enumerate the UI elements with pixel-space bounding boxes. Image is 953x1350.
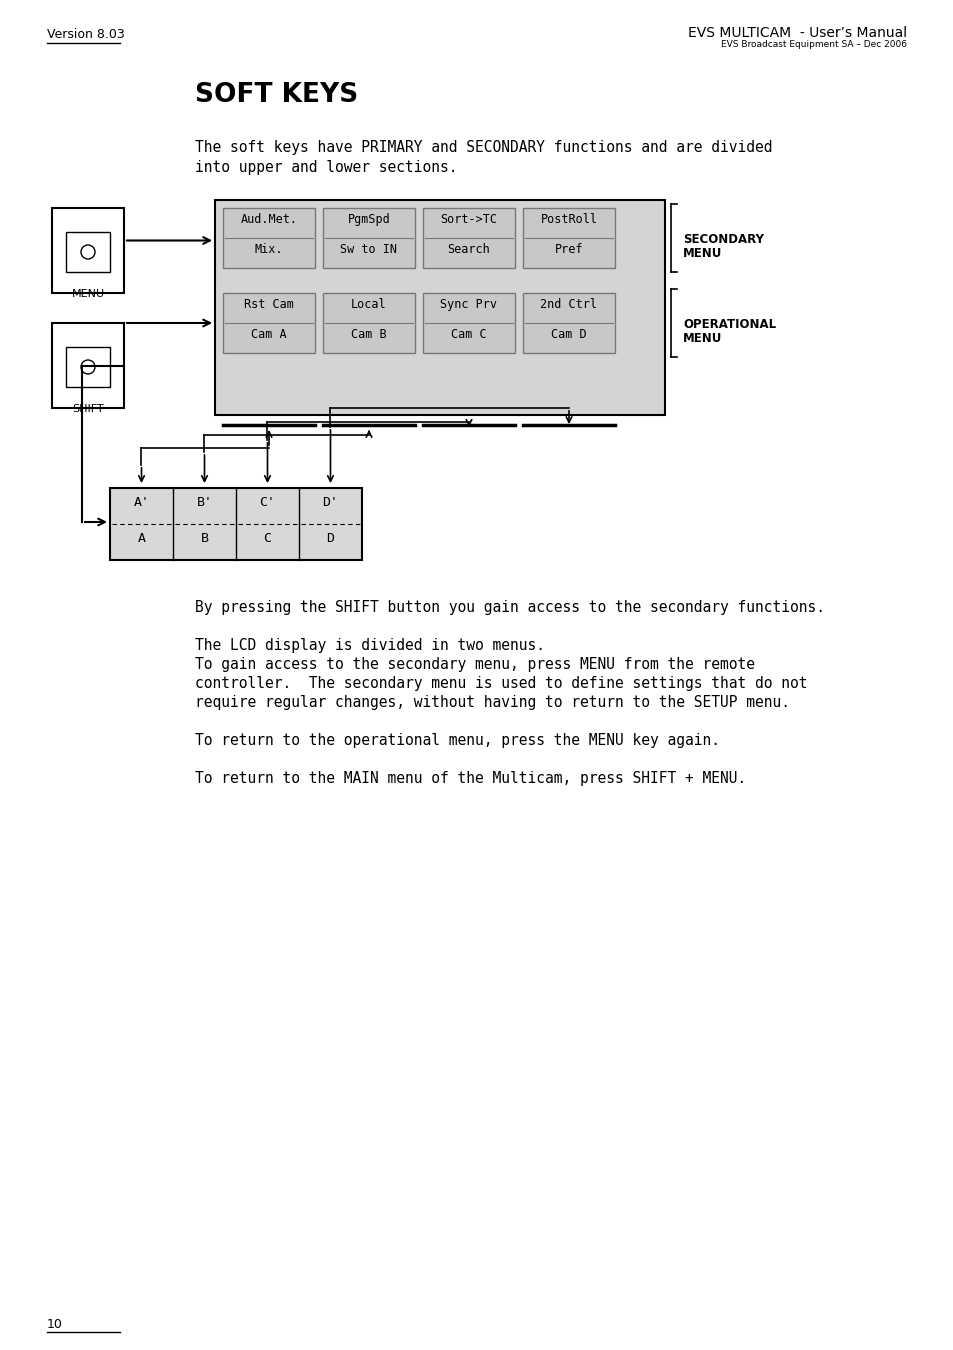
Bar xyxy=(522,293,615,352)
Text: Version 8.03: Version 8.03 xyxy=(47,28,125,40)
Bar xyxy=(422,208,515,269)
Bar xyxy=(66,232,110,271)
Text: The soft keys have PRIMARY and SECONDARY functions and are divided: The soft keys have PRIMARY and SECONDARY… xyxy=(194,140,772,155)
Text: D: D xyxy=(326,532,335,545)
Text: EVS Broadcast Equipment SA – Dec 2006: EVS Broadcast Equipment SA – Dec 2006 xyxy=(720,40,906,49)
Bar xyxy=(323,208,415,269)
Text: Aud.Met.: Aud.Met. xyxy=(240,213,297,225)
Text: Mix.: Mix. xyxy=(254,243,283,256)
Text: The LCD display is divided in two menus.: The LCD display is divided in two menus. xyxy=(194,639,544,653)
Text: A': A' xyxy=(133,495,150,509)
Bar xyxy=(522,208,615,269)
Text: Cam A: Cam A xyxy=(251,328,287,342)
Text: MENU: MENU xyxy=(682,332,721,346)
Text: To return to the MAIN menu of the Multicam, press SHIFT + MENU.: To return to the MAIN menu of the Multic… xyxy=(194,771,745,786)
Text: C': C' xyxy=(259,495,275,509)
Text: Rst Cam: Rst Cam xyxy=(244,298,294,311)
Text: require regular changes, without having to return to the SETUP menu.: require regular changes, without having … xyxy=(194,695,789,710)
Text: Search: Search xyxy=(447,243,490,256)
Text: SECONDARY: SECONDARY xyxy=(682,234,763,246)
Text: Cam D: Cam D xyxy=(551,328,586,342)
Text: Sync Prv: Sync Prv xyxy=(440,298,497,311)
Text: Cam C: Cam C xyxy=(451,328,486,342)
Text: D': D' xyxy=(322,495,338,509)
Bar xyxy=(52,208,124,293)
Text: By pressing the SHIFT button you gain access to the secondary functions.: By pressing the SHIFT button you gain ac… xyxy=(194,599,824,616)
Text: C: C xyxy=(263,532,272,545)
Text: MENU: MENU xyxy=(71,289,105,298)
Text: OPERATIONAL: OPERATIONAL xyxy=(682,319,776,331)
Bar xyxy=(214,200,664,414)
Text: PostRoll: PostRoll xyxy=(540,213,597,225)
Text: Sw to IN: Sw to IN xyxy=(340,243,397,256)
Text: into upper and lower sections.: into upper and lower sections. xyxy=(194,161,457,176)
Text: 2nd Ctrl: 2nd Ctrl xyxy=(540,298,597,311)
Bar xyxy=(223,293,314,352)
Bar xyxy=(223,208,314,269)
Text: EVS MULTICAM  - User’s Manual: EVS MULTICAM - User’s Manual xyxy=(687,26,906,40)
Text: Local: Local xyxy=(351,298,386,311)
Text: Pref: Pref xyxy=(554,243,582,256)
Text: To return to the operational menu, press the MENU key again.: To return to the operational menu, press… xyxy=(194,733,720,748)
Text: To gain access to the secondary menu, press MENU from the remote: To gain access to the secondary menu, pr… xyxy=(194,657,754,672)
Bar xyxy=(52,323,124,408)
Text: A: A xyxy=(137,532,146,545)
Bar xyxy=(422,293,515,352)
Bar xyxy=(110,487,361,560)
Text: MENU: MENU xyxy=(682,247,721,261)
Bar xyxy=(323,293,415,352)
Text: controller.  The secondary menu is used to define settings that do not: controller. The secondary menu is used t… xyxy=(194,676,806,691)
Text: B': B' xyxy=(196,495,213,509)
Text: SOFT KEYS: SOFT KEYS xyxy=(194,82,358,108)
Text: B: B xyxy=(200,532,209,545)
Text: PgmSpd: PgmSpd xyxy=(347,213,390,225)
Bar xyxy=(66,347,110,387)
Text: 10: 10 xyxy=(47,1318,63,1331)
Text: Sort->TC: Sort->TC xyxy=(440,213,497,225)
Text: SHIFT: SHIFT xyxy=(72,404,104,414)
Text: Cam B: Cam B xyxy=(351,328,386,342)
